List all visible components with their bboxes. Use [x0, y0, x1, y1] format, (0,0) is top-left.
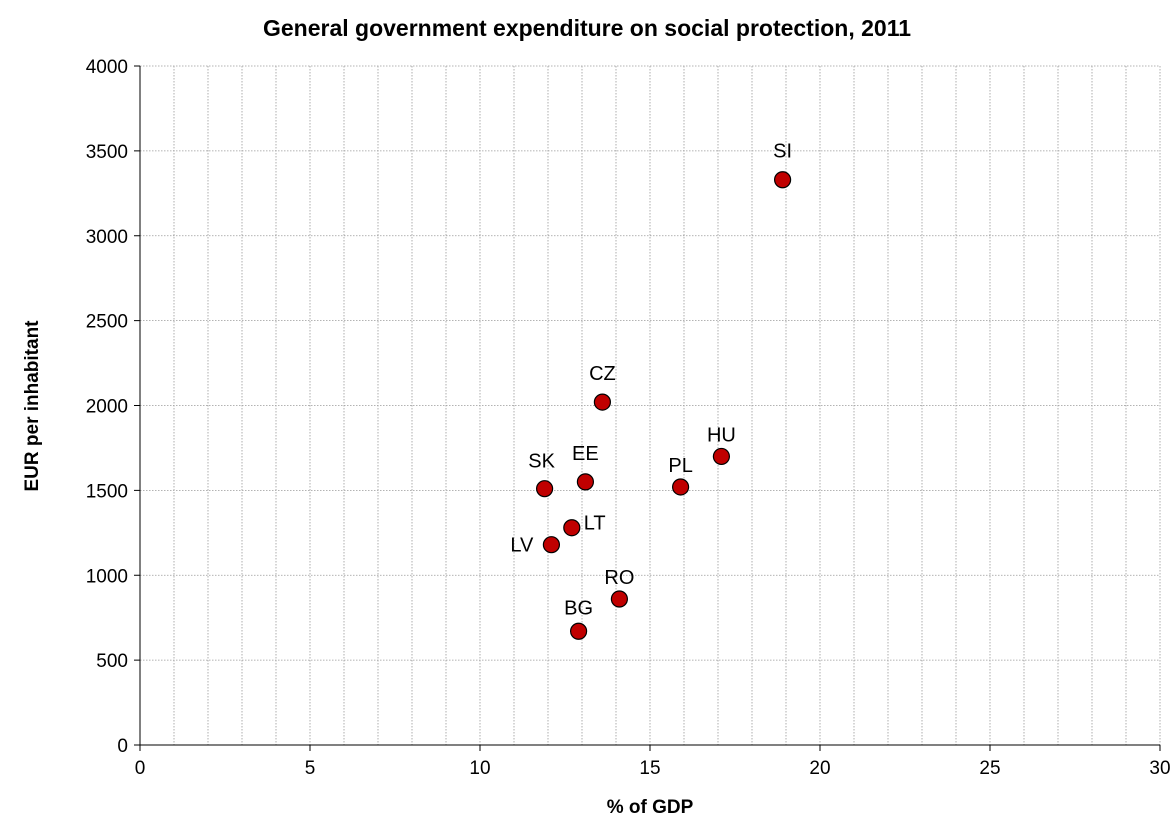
x-tick-label: 25: [979, 758, 1000, 779]
data-point-bg: [569, 622, 588, 640]
y-tick-label: 2000: [86, 397, 128, 418]
data-label-pl: PL: [668, 455, 692, 477]
x-tick-label: 0: [135, 758, 146, 779]
data-point-pl: [671, 478, 690, 496]
data-point-hu: [712, 447, 731, 466]
y-tick-label: 1000: [86, 566, 128, 587]
x-tick-label: 10: [469, 758, 490, 779]
data-label-sk: SK: [528, 451, 555, 473]
x-tick-label: 30: [1149, 758, 1170, 779]
data-label-hu: HU: [707, 424, 736, 446]
data-label-ro: RO: [604, 567, 634, 589]
data-point-lt: [563, 519, 581, 537]
chart-title: General government expenditure on social…: [263, 15, 911, 41]
y-tick-label: 1500: [86, 481, 128, 502]
y-tick-label: 3000: [86, 227, 128, 248]
y-tick-label: 3500: [86, 142, 128, 163]
x-tick-label: 15: [639, 758, 660, 779]
data-point-si: [773, 171, 792, 189]
y-tick-label: 2500: [86, 312, 128, 333]
data-point-cz: [593, 393, 612, 411]
y-axis-title: EUR per inhabitant: [22, 320, 43, 492]
tick-labels: 0 5 10 15 20 25 30 0 500 1000 1500 2000 2500 3000 3500…: [86, 57, 1171, 779]
data-point-ee: [576, 473, 595, 491]
data-point-lv: [542, 536, 561, 554]
y-tick-label: 500: [96, 651, 128, 672]
x-axis-title: % of GDP: [607, 797, 694, 818]
grid: [140, 65, 1161, 745]
data-label-si: SI: [773, 141, 792, 163]
data-label-ee: EE: [572, 443, 599, 465]
data-label-cz: CZ: [589, 363, 616, 385]
data-points: SI CZ HU PL EE SK LT LV RO BG: [510, 141, 792, 640]
y-tick-label: 4000: [86, 57, 128, 78]
axes: [134, 65, 1161, 751]
data-label-lt: LT: [584, 513, 606, 535]
data-label-lv: LV: [510, 535, 534, 557]
data-point-sk: [535, 480, 554, 498]
x-tick-label: 20: [809, 758, 830, 779]
y-tick-label: 0: [117, 736, 128, 757]
data-point-ro: [610, 590, 629, 608]
x-tick-label: 5: [305, 758, 316, 779]
data-label-bg: BG: [564, 597, 593, 619]
